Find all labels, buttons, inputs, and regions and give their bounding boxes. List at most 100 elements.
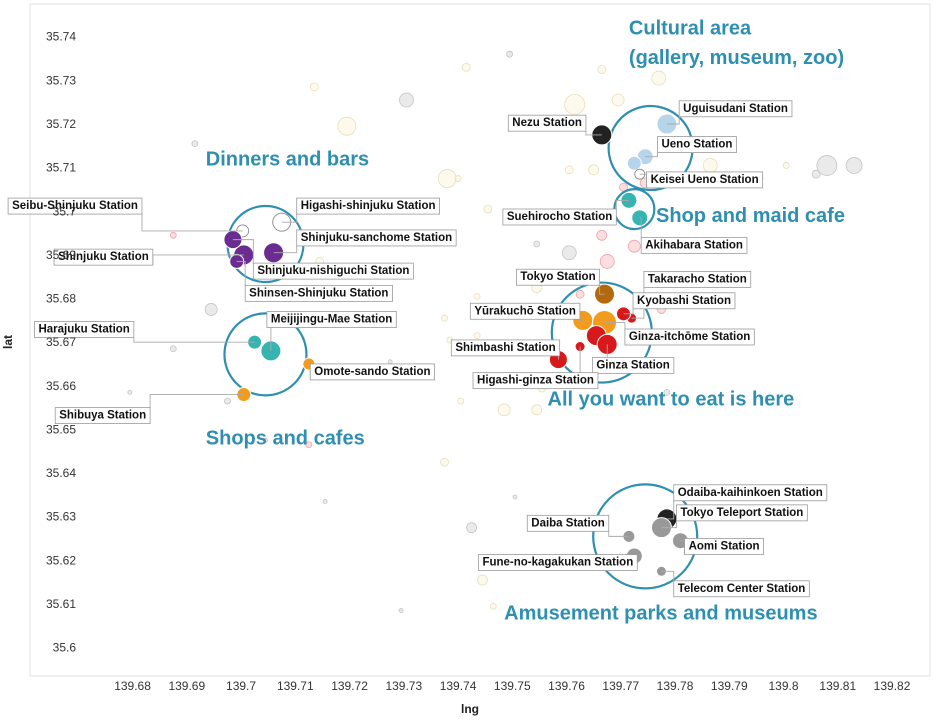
background-point xyxy=(663,388,671,396)
station-label: Uguisudani Station xyxy=(666,100,793,125)
area-callout: Dinners and bars xyxy=(206,148,369,170)
background-point xyxy=(305,441,313,449)
label-box xyxy=(640,236,748,254)
station-label: Daiba Station xyxy=(526,514,629,537)
station-label-text: Shinsen-Shinjuku Station xyxy=(249,287,388,299)
station-label-text: Shimbashi Station xyxy=(455,342,555,354)
leader-line xyxy=(232,239,254,264)
label-box xyxy=(678,100,793,118)
x-tick-label: 139.72 xyxy=(331,679,368,693)
label-box xyxy=(478,554,638,571)
background-point xyxy=(399,92,414,108)
leader-line xyxy=(133,337,255,343)
background-point xyxy=(845,157,863,174)
background-point xyxy=(454,175,462,182)
background-point xyxy=(506,50,513,58)
leader-line xyxy=(141,214,243,232)
background-point xyxy=(466,522,478,534)
station-label: Takaracho Station xyxy=(631,270,752,319)
label-box xyxy=(266,311,397,328)
station-labels: Seibu-Shinjuku Station Higashi-shinjuku S… xyxy=(7,100,828,598)
label-box xyxy=(632,292,736,310)
station-label: Shibuya Station xyxy=(54,394,244,424)
background-point xyxy=(627,239,641,253)
station-label: Higashi-ginza Station xyxy=(472,346,599,390)
station-label: Tokyo Teleport Station xyxy=(661,504,808,529)
y-tick-label: 35.72 xyxy=(46,117,76,131)
background-point xyxy=(651,70,667,86)
y-tick-label: 35.62 xyxy=(46,553,76,567)
area-callout: Shops and cafes xyxy=(206,428,365,450)
label-box xyxy=(684,538,764,555)
label-box xyxy=(244,284,393,302)
background-point xyxy=(461,62,471,72)
background-point xyxy=(588,164,600,176)
station-label: Kyobashi Station xyxy=(623,292,736,315)
station-label: Keisei Ueno Station xyxy=(639,171,764,189)
label-box xyxy=(673,484,828,502)
background-point xyxy=(398,608,404,613)
background-point xyxy=(169,231,177,239)
label-box xyxy=(526,514,610,532)
x-tick-label: 139.73 xyxy=(385,679,422,693)
background-point xyxy=(337,116,357,136)
station-label-text: Shinjuku Station xyxy=(58,251,149,263)
station-label: Aomi Station xyxy=(680,538,764,555)
area-callout: Shop and maid cafe xyxy=(656,205,845,227)
station-label-text: Nezu Station xyxy=(512,117,582,129)
leader-line xyxy=(585,131,602,136)
leader-line xyxy=(149,394,244,408)
station-label: Yūrakuchō Station xyxy=(469,302,583,321)
background-point xyxy=(599,254,615,269)
station-label-text: Omote-sando Station xyxy=(314,366,430,378)
leader-line xyxy=(645,152,658,158)
background-point xyxy=(204,303,218,316)
station-label: Odaiba-kaihinkoen Station xyxy=(666,484,828,520)
background-point xyxy=(457,397,465,405)
station-label-text: Telecom Center Station xyxy=(678,583,806,595)
station-label: Harajuku Station xyxy=(34,321,255,343)
station-point xyxy=(626,155,642,171)
background-point xyxy=(489,602,497,610)
station-label-text: Tokyo Station xyxy=(520,271,595,283)
station-label-text: Seibu-Shinjuku Station xyxy=(12,200,138,212)
y-tick-label: 35.71 xyxy=(46,161,76,175)
station-label-text: Fune-no-kagakukan Station xyxy=(482,557,633,569)
background-point xyxy=(440,457,449,467)
leader-line xyxy=(666,116,680,125)
background-point xyxy=(512,494,518,500)
x-tick-label: 139.79 xyxy=(711,679,748,693)
station-label-text: Higashi-shinjuku Station xyxy=(301,200,436,212)
background-point xyxy=(564,93,586,115)
background-point xyxy=(597,65,607,74)
area-callout: Cultural area xyxy=(629,18,752,40)
station-label: Ginza Station xyxy=(591,344,675,374)
area-callouts: Dinners and bars Shops and cafes Cultural … xyxy=(206,18,845,625)
background-point xyxy=(483,204,493,214)
background-point xyxy=(611,93,625,107)
station-label-text: Tokyo Teleport Station xyxy=(680,507,803,519)
label-box xyxy=(507,114,587,132)
background-point xyxy=(263,437,268,443)
station-label-text: Shibuya Station xyxy=(59,410,146,422)
label-box xyxy=(53,248,154,266)
station-label: Fune-no-kagakukan Station xyxy=(478,554,638,571)
station-label: Shinjuku Station xyxy=(53,248,244,266)
station-label-text: Yūrakuchō Station xyxy=(474,305,576,317)
station-label: Telecom Center Station xyxy=(661,570,810,598)
y-tick-label: 35.6 xyxy=(53,641,77,655)
leader-line xyxy=(661,520,677,529)
y-tick-label: 35.74 xyxy=(46,30,76,44)
x-tick-label: 139.82 xyxy=(874,679,911,693)
background-point xyxy=(473,292,481,300)
station-label-text: Ueno Station xyxy=(661,139,732,151)
station-label: Ueno Station xyxy=(645,136,737,158)
station-label-text: Daiba Station xyxy=(531,517,604,529)
background-point xyxy=(811,169,821,179)
background-point xyxy=(782,162,790,169)
label-box xyxy=(309,363,435,381)
x-tick-label: 139.76 xyxy=(548,679,585,693)
station-label: Higashi-shinjuku Station xyxy=(281,197,440,223)
label-box xyxy=(673,580,810,598)
